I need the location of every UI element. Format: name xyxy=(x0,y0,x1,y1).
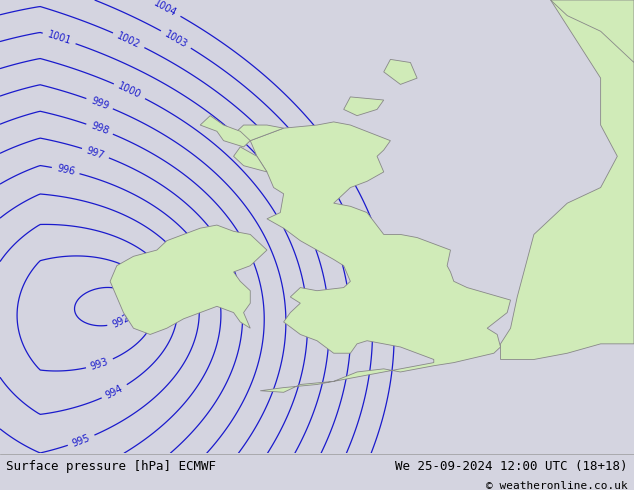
Text: 994: 994 xyxy=(104,383,125,400)
Text: 996: 996 xyxy=(56,163,76,177)
Polygon shape xyxy=(384,59,417,84)
Text: 999: 999 xyxy=(89,96,110,111)
Text: Surface pressure [hPa] ECMWF: Surface pressure [hPa] ECMWF xyxy=(6,460,216,473)
Polygon shape xyxy=(233,147,267,172)
Polygon shape xyxy=(344,97,384,116)
Polygon shape xyxy=(110,225,267,335)
Text: 997: 997 xyxy=(85,145,106,161)
Polygon shape xyxy=(500,0,634,360)
Text: 995: 995 xyxy=(71,433,92,448)
Text: 998: 998 xyxy=(89,121,110,137)
Text: 1004: 1004 xyxy=(152,0,179,18)
Polygon shape xyxy=(250,122,510,392)
Polygon shape xyxy=(200,116,250,147)
Text: 1002: 1002 xyxy=(115,30,142,50)
Text: 1003: 1003 xyxy=(163,29,189,49)
Polygon shape xyxy=(550,0,634,63)
Text: © weatheronline.co.uk: © weatheronline.co.uk xyxy=(486,481,628,490)
Text: 1001: 1001 xyxy=(46,30,72,47)
Text: 993: 993 xyxy=(89,356,110,372)
Text: 1000: 1000 xyxy=(117,81,143,101)
Text: 992: 992 xyxy=(110,313,131,330)
Polygon shape xyxy=(233,125,283,141)
Text: We 25-09-2024 12:00 UTC (18+18): We 25-09-2024 12:00 UTC (18+18) xyxy=(395,460,628,473)
